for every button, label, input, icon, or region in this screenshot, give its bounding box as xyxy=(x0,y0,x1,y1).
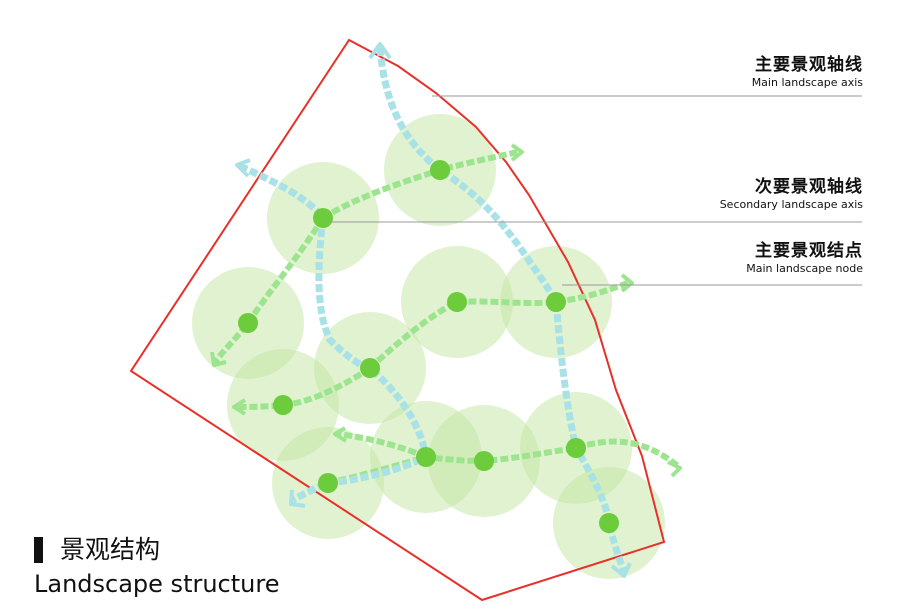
main-axis-line xyxy=(376,47,628,574)
legend-secondary-axis-en: Secondary landscape axis xyxy=(719,198,863,211)
main-axis-arrowhead xyxy=(235,158,251,178)
landscape-node xyxy=(318,473,338,493)
secondary-axis-arrowhead xyxy=(667,460,682,478)
legend-secondary-axis: 次要景观轴线 Secondary landscape axis xyxy=(720,177,863,212)
secondary-axis-arrowhead xyxy=(232,398,247,416)
landscape-node xyxy=(474,451,494,471)
secondary-axis-arrowhead xyxy=(510,143,524,162)
title-zh: 景观结构 xyxy=(60,535,161,564)
main-landscape-nodes xyxy=(238,160,619,533)
landscape-node xyxy=(430,160,450,180)
legend-main-node: 主要景观结点 Main landscape node xyxy=(746,241,863,276)
landscape-node xyxy=(447,292,467,312)
site-boundary xyxy=(129,38,666,602)
node-influence-circles xyxy=(192,114,665,579)
legend-leader-lines xyxy=(330,95,862,286)
landscape-node xyxy=(566,438,586,458)
legend-main-axis-en: Main landscape axis xyxy=(751,76,863,89)
landscape-node xyxy=(599,513,619,533)
axis-arrowheads xyxy=(210,42,682,578)
secondary-axis-arrowhead xyxy=(210,351,227,367)
legend-secondary-axis-zh: 次要景观轴线 xyxy=(755,177,863,197)
main-axis-arrowhead xyxy=(289,489,306,508)
landscape-node xyxy=(546,292,566,312)
title-bar-mark xyxy=(34,537,43,563)
secondary-axis-line xyxy=(337,431,428,460)
secondary-axis-line xyxy=(367,279,632,371)
landscape-node xyxy=(313,208,333,228)
legend-main-axis: 主要景观轴线 Main landscape axis xyxy=(752,55,863,90)
legend-main-node-zh: 主要景观结点 xyxy=(755,241,863,261)
legend-main-node-en: Main landscape node xyxy=(746,262,863,275)
legend-main-axis-zh: 主要景观轴线 xyxy=(755,55,863,75)
main-axis-arrowhead xyxy=(368,42,392,60)
title-en: Landscape structure xyxy=(34,570,280,598)
secondary-axis-arrowhead xyxy=(333,426,348,443)
landscape-node xyxy=(273,395,293,415)
landscape-node xyxy=(416,447,436,467)
landscape-node xyxy=(238,313,258,333)
landscape-node xyxy=(360,358,380,378)
secondary-axis-arrowhead xyxy=(620,273,634,293)
main-axis-arrowhead xyxy=(610,562,632,578)
